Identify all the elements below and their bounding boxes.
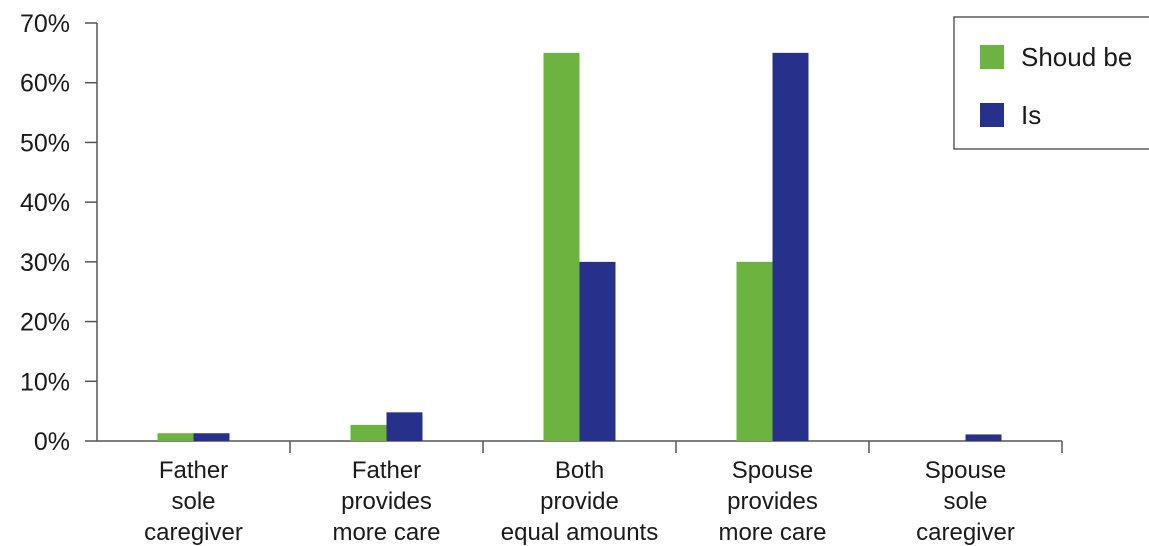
bar-is: [193, 433, 230, 441]
bar-should-be: [350, 424, 387, 441]
x-category-label-line: Spouse: [732, 457, 813, 484]
x-category-label-line: sole: [171, 488, 215, 515]
x-category-label-line: more care: [718, 519, 826, 546]
bar-is: [772, 52, 809, 441]
legend-swatch: [980, 45, 1004, 69]
legend-swatch: [980, 103, 1004, 127]
bars: [157, 52, 1002, 441]
x-category-label-line: provide: [540, 488, 619, 515]
y-axis: 0% 10% 20% 30% 40% 50% 60% 70%: [20, 10, 98, 456]
x-category-label: Spouse provides more care: [718, 457, 826, 546]
x-axis: Father sole caregiver Father provides more ca…: [97, 440, 1063, 546]
y-tick-label: 20%: [20, 309, 70, 337]
legend-label: Shoud be: [1021, 42, 1132, 72]
y-tick-label: 10%: [20, 368, 70, 396]
bar-is: [579, 261, 616, 441]
bar-should-be: [736, 261, 773, 441]
y-tick-label: 70%: [20, 10, 70, 38]
x-category-label-line: sole: [943, 488, 987, 515]
x-category-label-line: Spouse: [925, 457, 1006, 484]
x-category-label-line: Both: [555, 457, 604, 484]
bar-should-be: [543, 52, 580, 441]
x-category-label-line: caregiver: [916, 519, 1015, 546]
x-category-label-line: equal amounts: [501, 519, 658, 546]
legend-box: [953, 16, 1149, 150]
y-tick-label: 60%: [20, 70, 70, 98]
x-category-label-line: provides: [341, 488, 432, 515]
x-category-label-line: more care: [332, 519, 440, 546]
bar-is: [965, 434, 1002, 441]
x-category-label-line: Father: [159, 457, 228, 484]
x-category-label-line: provides: [727, 488, 818, 515]
bar-should-be: [157, 433, 194, 441]
bar-is: [386, 412, 423, 441]
x-category-label: Father sole caregiver: [144, 457, 243, 546]
x-category-label-line: Father: [352, 457, 421, 484]
y-tick-label: 0%: [34, 428, 70, 456]
x-category-label: Both provide equal amounts: [501, 457, 658, 546]
legend-label: Is: [1021, 100, 1041, 130]
legend: Shoud be Is: [953, 16, 1149, 150]
x-category-label: Spouse sole caregiver: [916, 457, 1015, 546]
y-tick-label: 40%: [20, 189, 70, 217]
x-category-label: Father provides more care: [332, 457, 440, 546]
x-category-label-line: caregiver: [144, 519, 243, 546]
y-tick-label: 30%: [20, 249, 70, 277]
y-tick-label: 50%: [20, 129, 70, 157]
